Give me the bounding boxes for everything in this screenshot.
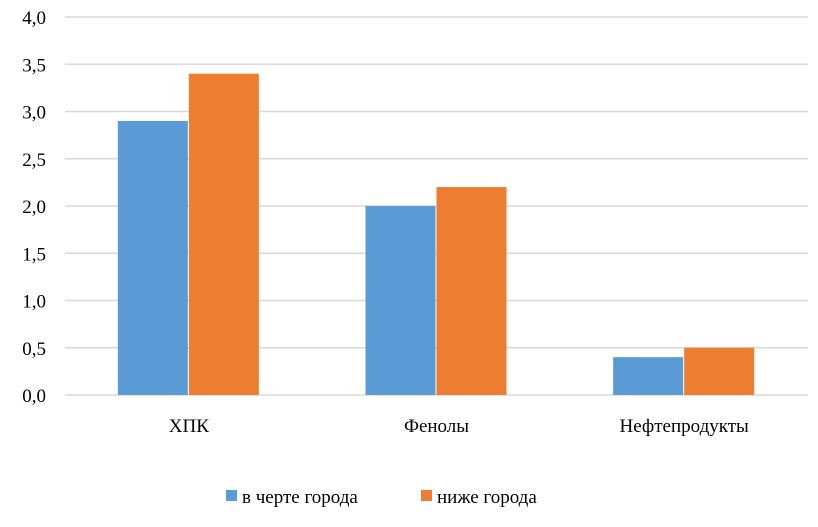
bar: [365, 206, 436, 395]
x-tick-label: Фенолы: [404, 416, 469, 437]
y-tick-label: 3,5: [22, 55, 46, 76]
y-tick-label: 0,5: [22, 339, 46, 360]
legend-swatch: [421, 490, 432, 501]
bar: [436, 187, 507, 395]
y-tick-label: 4,0: [22, 8, 46, 29]
y-tick-label: 0,0: [22, 386, 46, 407]
y-tick-label: 2,5: [22, 150, 46, 171]
y-tick-label: 2,0: [22, 197, 46, 218]
x-tick-label: ХПК: [169, 416, 209, 437]
bar: [188, 73, 259, 395]
bar: [684, 347, 755, 395]
y-tick-label: 1,0: [22, 292, 46, 313]
bar: [117, 120, 188, 395]
bar: [613, 357, 684, 395]
y-tick-label: 1,5: [22, 244, 46, 265]
legend-swatch: [226, 490, 237, 501]
y-tick-label: 3,0: [22, 103, 46, 124]
x-tick-label: Нефтепродукты: [620, 416, 750, 437]
legend-label: в черте города: [242, 487, 358, 508]
legend-label: ниже города: [437, 487, 537, 508]
